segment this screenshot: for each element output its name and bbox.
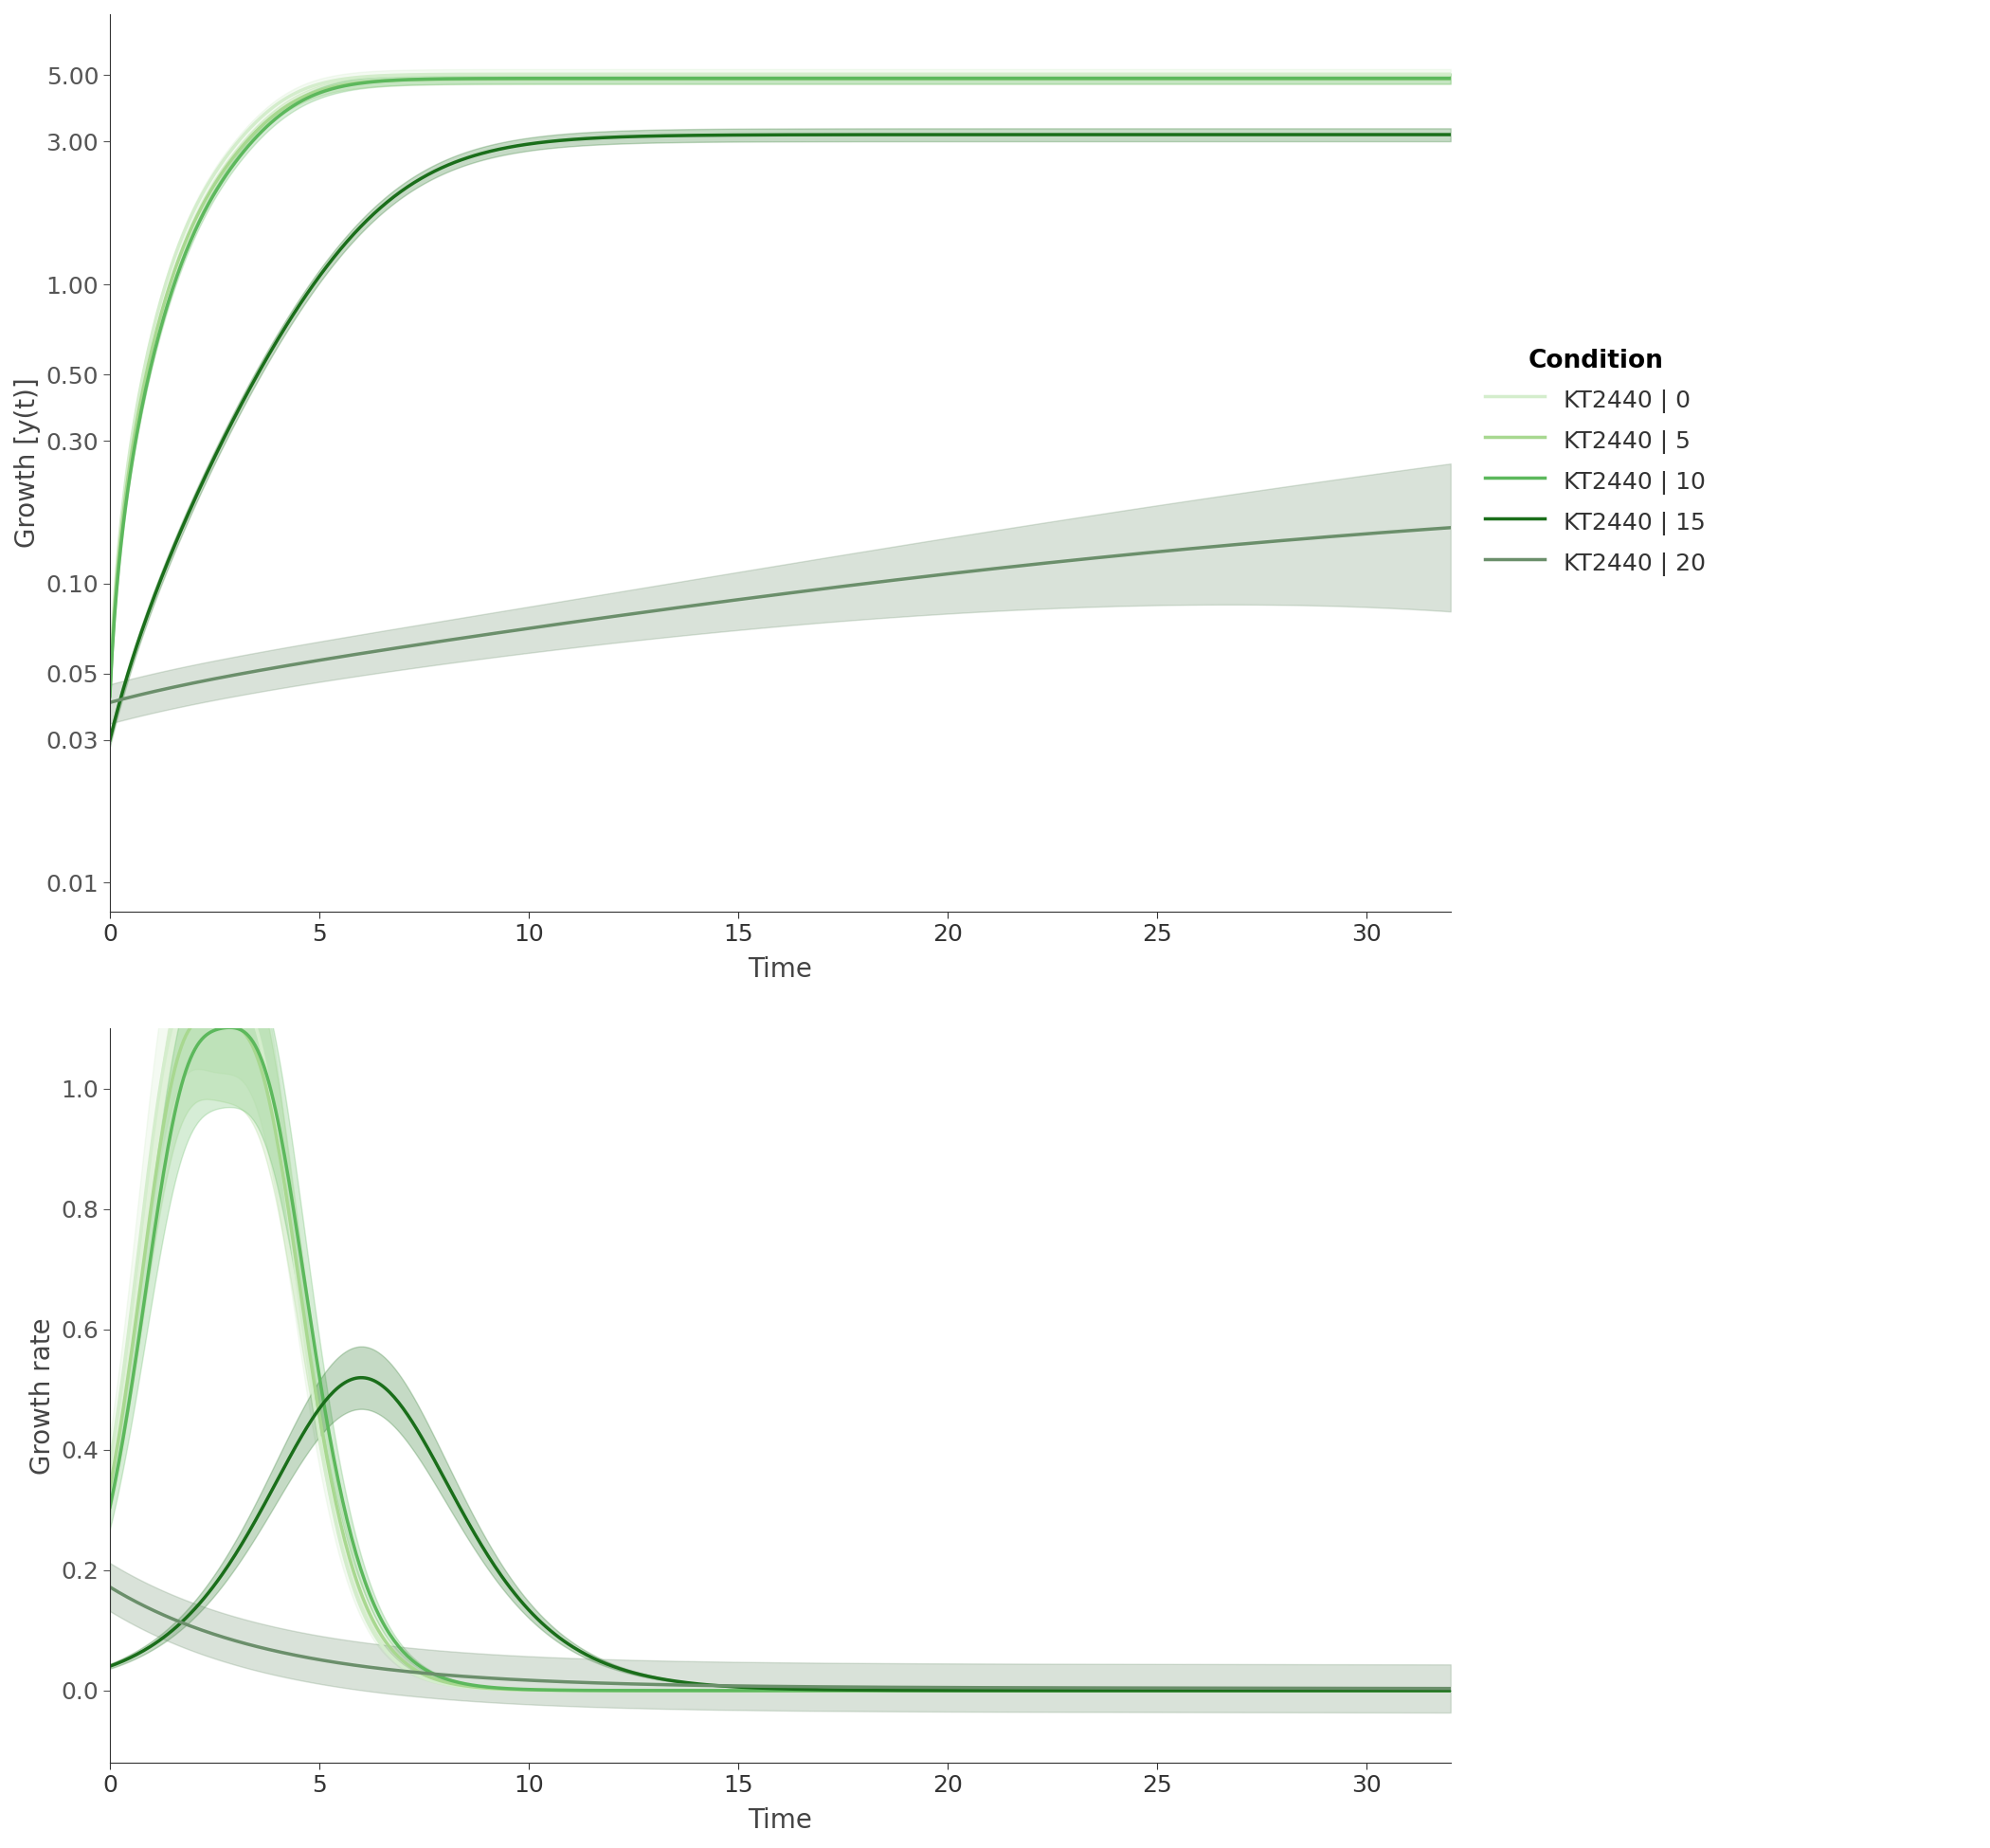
X-axis label: Time: Time [748, 955, 812, 983]
X-axis label: Time: Time [748, 1807, 812, 1833]
Legend: KT2440 | 0, KT2440 | 5, KT2440 | 10, KT2440 | 15, KT2440 | 20: KT2440 | 0, KT2440 | 5, KT2440 | 10, KT2… [1477, 340, 1715, 586]
Y-axis label: Growth [y(t)]: Growth [y(t)] [14, 377, 40, 549]
Y-axis label: Growth rate: Growth rate [30, 1318, 56, 1475]
